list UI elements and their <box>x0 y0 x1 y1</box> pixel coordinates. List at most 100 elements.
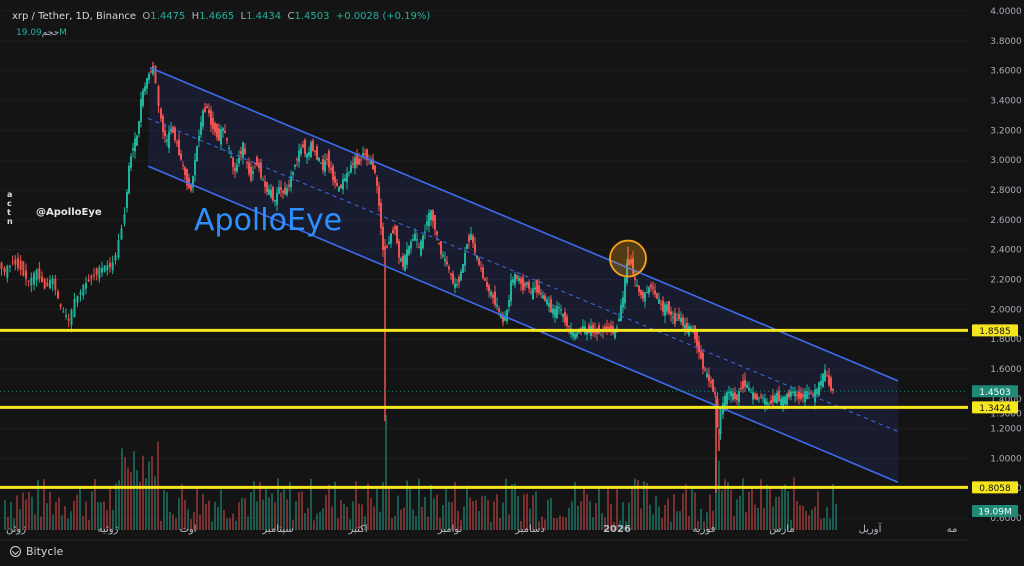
candle-body <box>768 404 770 406</box>
level-price-label: 0.8058 <box>979 484 1011 494</box>
highlight-circle[interactable] <box>609 239 647 278</box>
candle-body <box>276 192 278 205</box>
candle-body <box>126 192 128 208</box>
volume-bar <box>286 499 288 530</box>
candle-body <box>494 291 496 306</box>
candle-body <box>25 270 27 279</box>
candle-body <box>9 266 11 268</box>
candle-body <box>272 187 274 201</box>
candle-body <box>504 317 506 321</box>
volume-bar <box>784 484 786 530</box>
volume-bar <box>676 511 678 530</box>
volume-bar <box>184 499 186 530</box>
volume-bar <box>733 516 735 530</box>
candle-body <box>318 157 320 161</box>
candle-body <box>204 107 206 112</box>
candle-body <box>690 326 692 330</box>
candle-body <box>508 300 510 307</box>
volume-bar <box>586 494 588 530</box>
volume-bar <box>445 488 447 530</box>
candle-body <box>742 380 744 389</box>
volume-bar <box>73 500 75 530</box>
candle-body <box>774 395 776 403</box>
price-axis[interactable] <box>968 0 1024 540</box>
volume-bar <box>334 481 336 530</box>
candle-body <box>340 184 342 189</box>
channel-upper-line[interactable] <box>149 66 899 382</box>
candle-body <box>190 184 192 191</box>
volume-bar <box>817 491 819 530</box>
candle-body <box>670 311 672 315</box>
volume-bar <box>217 506 219 530</box>
candle-body <box>214 122 216 133</box>
candle-body <box>33 272 35 285</box>
candle-body <box>278 187 280 194</box>
candle-body <box>812 394 814 396</box>
candle-body <box>62 311 65 313</box>
candle-body <box>404 255 406 272</box>
volume-bar <box>427 516 429 530</box>
volume-bar <box>661 517 663 530</box>
candle-body <box>103 266 106 272</box>
candle-body <box>67 318 70 321</box>
volume-bar <box>322 508 324 530</box>
volume-bar <box>712 510 714 530</box>
volume-bar <box>607 487 609 530</box>
candle-body <box>138 121 140 134</box>
volume-bar <box>460 519 462 530</box>
candle-body <box>216 123 218 138</box>
volume-bar <box>70 511 72 530</box>
candle-body <box>662 300 664 312</box>
volume-bar <box>115 483 117 530</box>
volume-bar <box>142 455 144 530</box>
candle-body <box>762 397 764 399</box>
volume-bar <box>88 519 90 530</box>
volume-bar <box>475 500 477 530</box>
candle-body <box>228 147 230 149</box>
candle-body <box>700 350 702 359</box>
candle-body <box>90 276 93 279</box>
volume-bar <box>649 504 651 530</box>
volume-bar <box>67 518 69 530</box>
channel-lower-line[interactable] <box>147 165 899 484</box>
volume-bar <box>793 477 795 530</box>
volume-label: حجم <box>41 28 60 38</box>
volume-bar <box>589 501 591 530</box>
candle-body <box>792 391 794 393</box>
candle-body <box>398 241 400 258</box>
candle-body <box>550 299 552 313</box>
volume-bar <box>580 501 582 530</box>
volume-bar <box>109 488 111 530</box>
volume-bar <box>226 518 228 530</box>
candle-body <box>682 317 684 326</box>
volume-bar <box>37 479 39 530</box>
volume-bar <box>304 512 306 530</box>
candle-body <box>548 303 550 307</box>
volume-badge <box>972 505 1018 517</box>
footer-brand: Bitycle <box>10 545 63 558</box>
candle-body <box>438 242 440 244</box>
candle-body <box>566 316 568 327</box>
candle-body <box>754 393 756 399</box>
candle-body <box>356 153 358 165</box>
candle-body <box>302 144 304 148</box>
volume-bar <box>409 486 411 530</box>
candle-body <box>462 264 464 273</box>
candle-body <box>378 186 380 206</box>
volume-bar <box>598 486 600 530</box>
volume-bar <box>337 518 339 530</box>
volume-bar <box>412 509 414 530</box>
candle-body <box>832 388 834 391</box>
volume-bar <box>691 488 693 530</box>
volume-bar <box>640 508 642 530</box>
x-tick-label: 2026 <box>603 524 631 535</box>
volume-bar <box>493 501 495 530</box>
symbol-title[interactable]: xrp / Tether, 1D, Binance <box>12 11 137 22</box>
volume-bar <box>4 499 6 530</box>
volume-bar <box>124 457 126 530</box>
open-value: 1.4475 <box>150 11 186 22</box>
volume-bar <box>208 500 210 530</box>
candle-body <box>46 282 49 287</box>
